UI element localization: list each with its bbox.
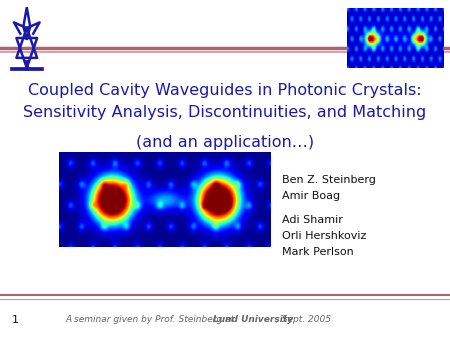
Text: Adi Shamir: Adi Shamir xyxy=(282,215,343,225)
Text: Mark Perlson: Mark Perlson xyxy=(282,247,354,257)
Text: Orli Hershkoviz: Orli Hershkoviz xyxy=(282,231,366,241)
Text: A seminar given by Prof. Steinberg at: A seminar given by Prof. Steinberg at xyxy=(65,315,237,324)
Text: 1: 1 xyxy=(12,315,19,325)
Text: , Sept. 2005: , Sept. 2005 xyxy=(276,315,331,324)
Text: Lund University: Lund University xyxy=(213,315,293,324)
Text: (and an application…): (and an application…) xyxy=(136,135,314,149)
Text: Amir Boag: Amir Boag xyxy=(282,191,340,201)
Text: Ben Z. Steinberg: Ben Z. Steinberg xyxy=(282,175,376,185)
Text: Sensitivity Analysis, Discontinuities, and Matching: Sensitivity Analysis, Discontinuities, a… xyxy=(23,105,427,121)
Text: Coupled Cavity Waveguides in Photonic Crystals:: Coupled Cavity Waveguides in Photonic Cr… xyxy=(28,82,422,97)
